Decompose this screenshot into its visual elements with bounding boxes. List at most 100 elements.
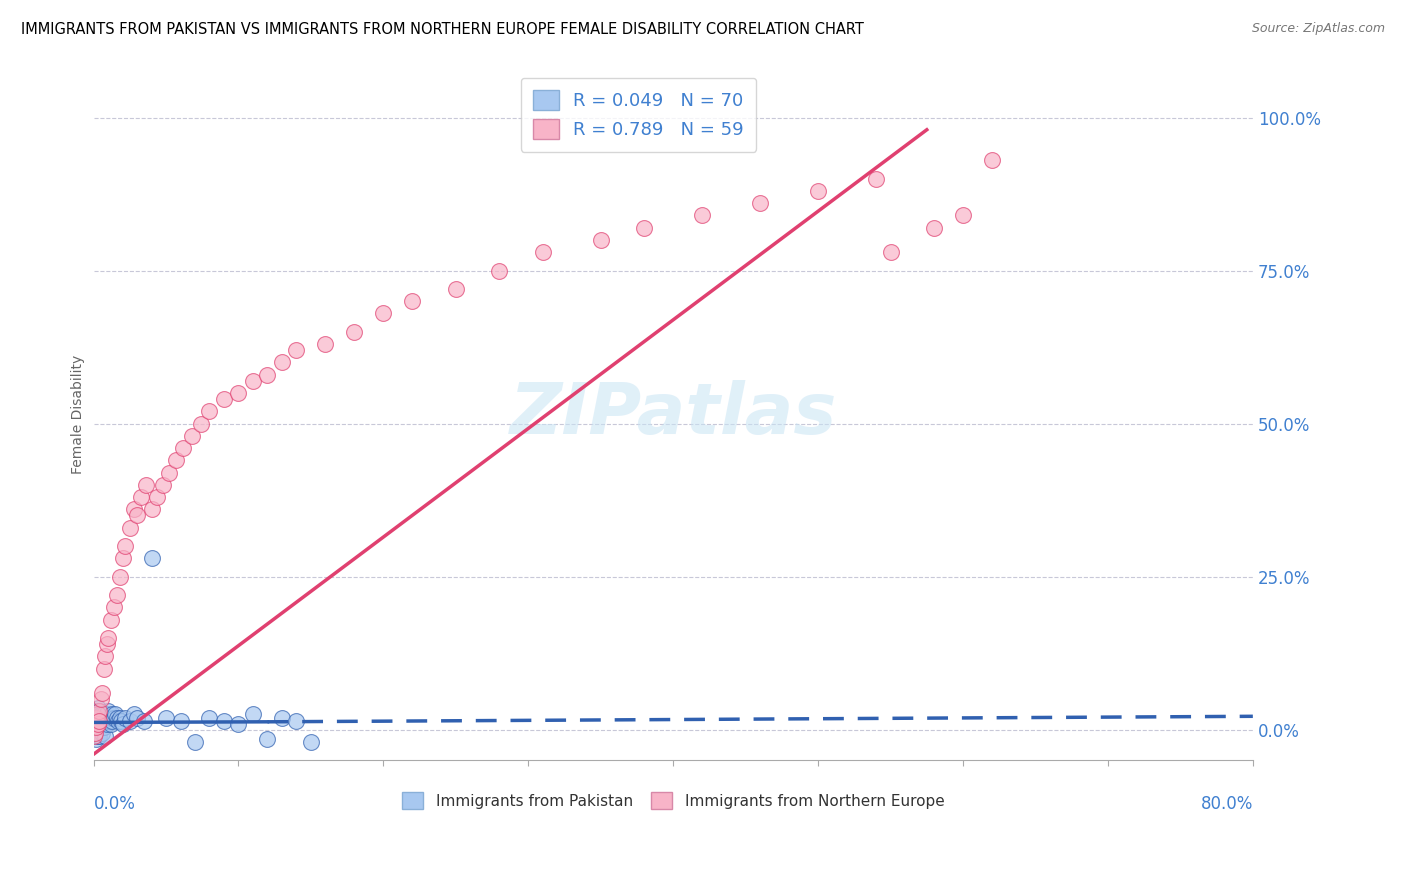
Point: [865, 171, 887, 186]
Point: [285, 343, 308, 358]
Point: [83, 720, 105, 734]
Point: [94, 714, 117, 728]
Y-axis label: Female Disability: Female Disability: [72, 355, 86, 474]
Point: [118, 714, 141, 728]
Point: [84, 716, 107, 731]
Point: [84, 710, 107, 724]
Point: [184, 735, 207, 749]
Point: [157, 466, 180, 480]
Point: [86, 731, 108, 746]
Point: [94, 649, 117, 664]
Point: [198, 710, 221, 724]
Point: [87, 707, 110, 722]
Point: [190, 417, 212, 431]
Point: [373, 306, 395, 320]
Point: [87, 707, 110, 722]
Point: [93, 714, 115, 728]
Point: [100, 710, 122, 724]
Point: [981, 153, 1004, 168]
Point: [103, 710, 125, 724]
Legend: Immigrants from Pakistan, Immigrants from Northern Europe: Immigrants from Pakistan, Immigrants fro…: [396, 786, 950, 815]
Point: [84, 707, 107, 722]
Point: [169, 714, 191, 728]
Point: [879, 245, 901, 260]
Text: ZIPatlas: ZIPatlas: [509, 380, 837, 449]
Point: [89, 705, 111, 719]
Point: [343, 325, 366, 339]
Point: [589, 233, 612, 247]
Point: [96, 637, 118, 651]
Point: [101, 714, 124, 728]
Text: IMMIGRANTS FROM PAKISTAN VS IMMIGRANTS FROM NORTHERN EUROPE FEMALE DISABILITY CO: IMMIGRANTS FROM PAKISTAN VS IMMIGRANTS F…: [21, 22, 863, 37]
Point: [807, 184, 830, 198]
Point: [105, 710, 128, 724]
Point: [108, 710, 131, 724]
Point: [152, 478, 174, 492]
Point: [97, 710, 120, 724]
Point: [125, 710, 148, 724]
Point: [444, 282, 467, 296]
Point: [633, 220, 655, 235]
Point: [135, 478, 157, 492]
Point: [134, 714, 156, 728]
Point: [93, 720, 115, 734]
Point: [91, 716, 114, 731]
Point: [87, 729, 110, 743]
Point: [96, 707, 118, 722]
Point: [690, 209, 713, 223]
Point: [108, 570, 131, 584]
Point: [86, 720, 108, 734]
Point: [87, 716, 110, 731]
Point: [114, 710, 136, 724]
Point: [83, 716, 105, 731]
Point: [90, 714, 112, 728]
Point: [181, 429, 204, 443]
Point: [131, 490, 153, 504]
Point: [271, 710, 294, 724]
Point: [228, 716, 250, 731]
Point: [101, 707, 124, 722]
Text: 0.0%: 0.0%: [94, 795, 135, 814]
Point: [84, 714, 107, 728]
Point: [401, 294, 423, 309]
Point: [172, 441, 194, 455]
Point: [86, 720, 108, 734]
Point: [93, 661, 115, 675]
Point: [111, 551, 134, 566]
Point: [110, 714, 132, 728]
Point: [87, 716, 110, 731]
Point: [97, 714, 120, 728]
Point: [107, 714, 129, 728]
Point: [83, 716, 105, 731]
Point: [488, 263, 510, 277]
Point: [125, 508, 148, 523]
Point: [84, 720, 107, 734]
Text: 80.0%: 80.0%: [1201, 795, 1253, 814]
Point: [212, 714, 235, 728]
Point: [89, 705, 111, 719]
Point: [93, 707, 115, 722]
Point: [118, 521, 141, 535]
Point: [242, 374, 264, 388]
Point: [100, 716, 122, 731]
Point: [256, 368, 278, 382]
Point: [122, 707, 145, 722]
Point: [256, 731, 278, 746]
Point: [84, 729, 107, 743]
Point: [922, 220, 945, 235]
Point: [89, 729, 111, 743]
Point: [83, 714, 105, 728]
Point: [141, 502, 163, 516]
Point: [165, 453, 187, 467]
Point: [96, 716, 118, 731]
Point: [90, 707, 112, 722]
Point: [100, 613, 122, 627]
Point: [749, 196, 772, 211]
Point: [97, 631, 120, 645]
Point: [299, 735, 322, 749]
Point: [87, 701, 110, 715]
Point: [146, 490, 169, 504]
Point: [89, 710, 111, 724]
Point: [84, 714, 107, 728]
Point: [105, 588, 128, 602]
